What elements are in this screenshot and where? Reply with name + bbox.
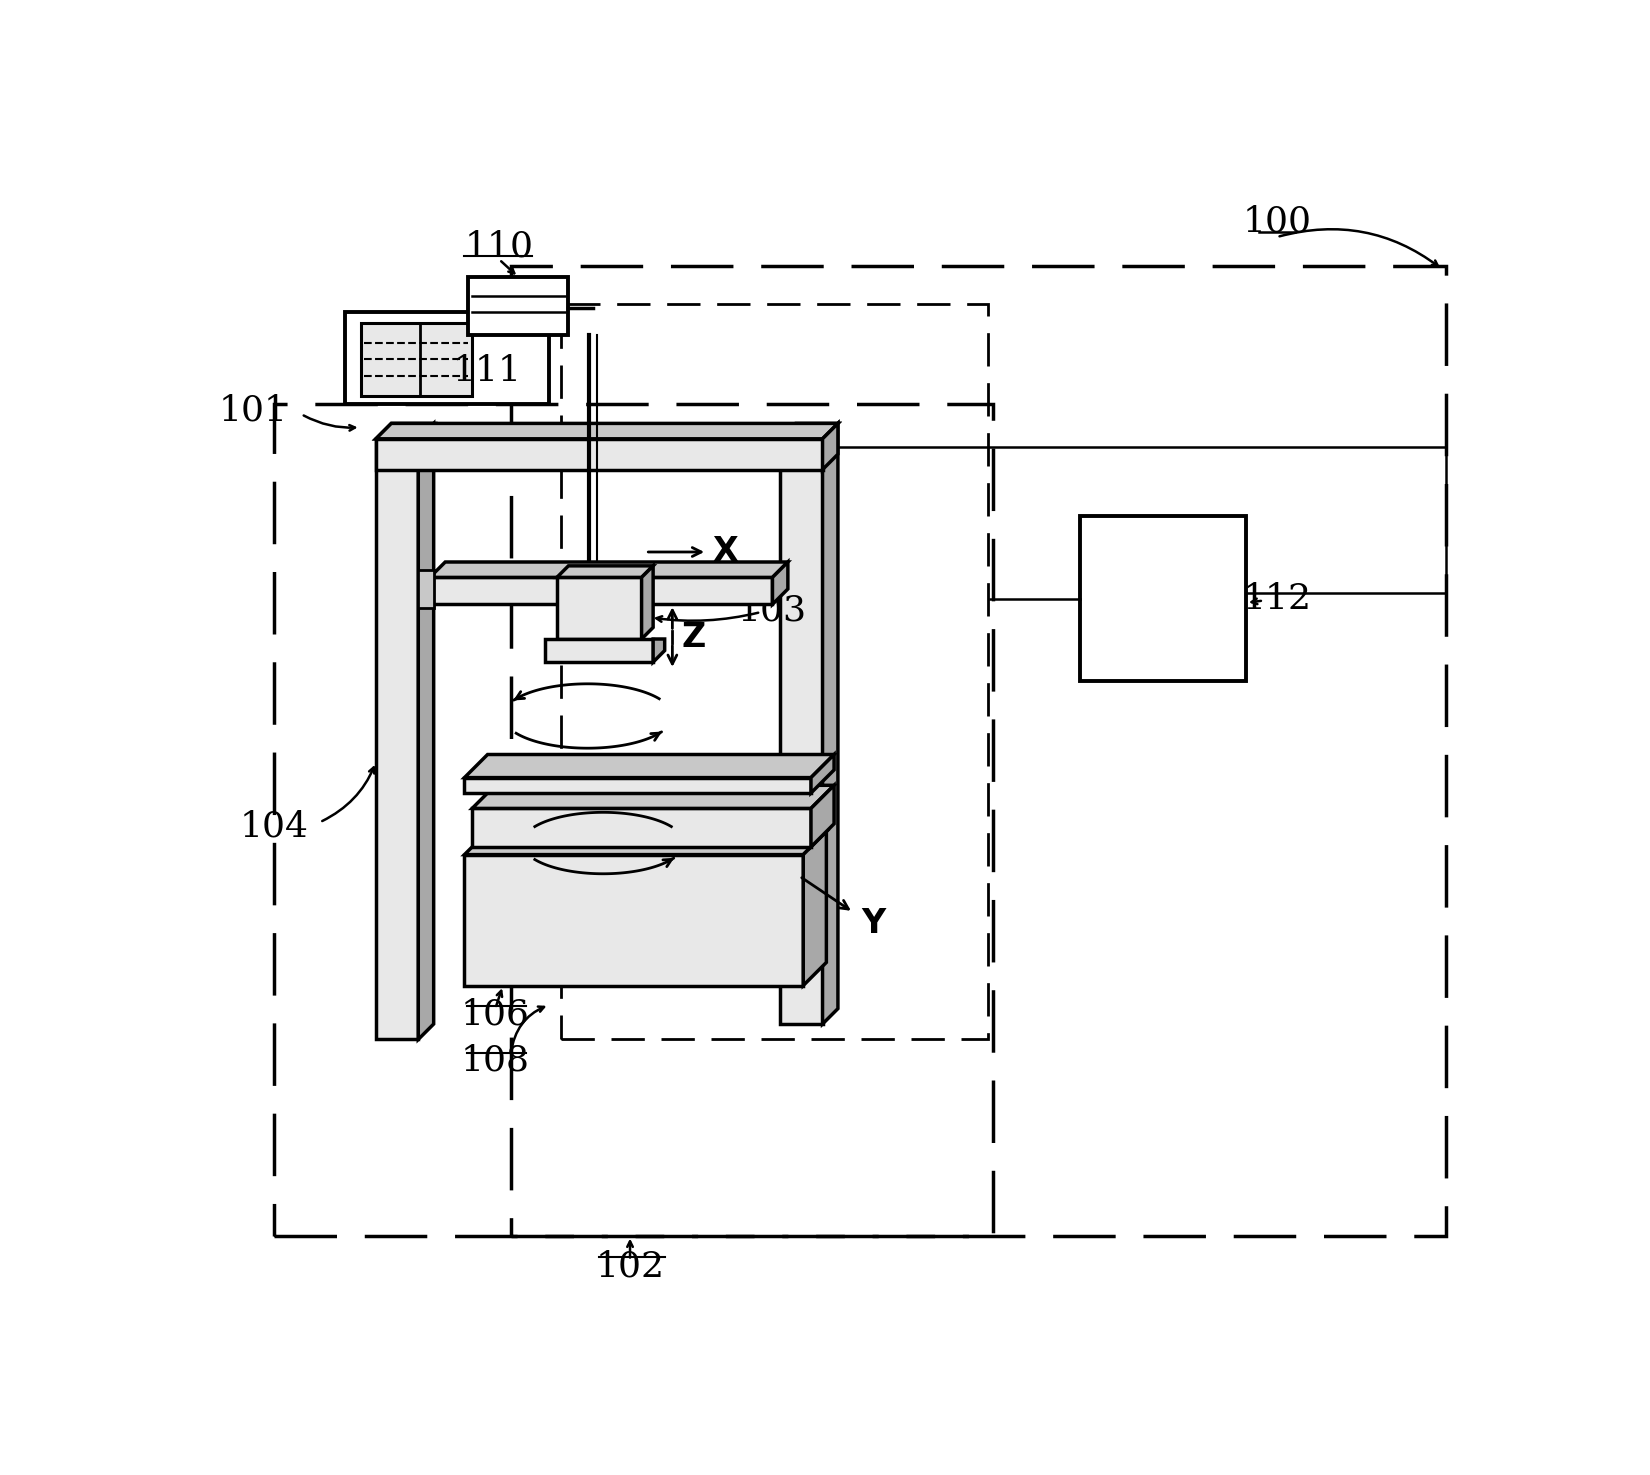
Polygon shape bbox=[558, 566, 653, 577]
Text: 100: 100 bbox=[1242, 205, 1312, 239]
Bar bbox=[1081, 516, 1246, 681]
Polygon shape bbox=[376, 423, 838, 438]
Polygon shape bbox=[465, 777, 812, 794]
Polygon shape bbox=[376, 423, 434, 438]
Text: 104: 104 bbox=[239, 810, 309, 844]
Polygon shape bbox=[376, 438, 822, 469]
Bar bbox=[561, 304, 988, 1040]
Polygon shape bbox=[465, 854, 804, 985]
Polygon shape bbox=[780, 423, 838, 438]
Text: 112: 112 bbox=[1242, 583, 1312, 617]
Polygon shape bbox=[465, 755, 835, 777]
Bar bbox=[345, 311, 549, 404]
Polygon shape bbox=[419, 569, 434, 608]
Text: 106: 106 bbox=[460, 997, 530, 1031]
Polygon shape bbox=[812, 755, 835, 794]
Polygon shape bbox=[812, 785, 835, 847]
Polygon shape bbox=[642, 566, 653, 639]
Polygon shape bbox=[419, 423, 434, 1040]
Polygon shape bbox=[804, 832, 827, 985]
Bar bbox=[360, 323, 472, 397]
Polygon shape bbox=[653, 639, 665, 662]
Polygon shape bbox=[780, 438, 822, 1024]
Text: 110: 110 bbox=[465, 229, 533, 264]
Text: Y: Y bbox=[861, 907, 886, 941]
Text: X: X bbox=[713, 535, 738, 568]
Polygon shape bbox=[376, 438, 419, 1040]
Text: 101: 101 bbox=[218, 394, 287, 428]
Polygon shape bbox=[429, 562, 789, 577]
Polygon shape bbox=[465, 832, 827, 854]
Polygon shape bbox=[472, 808, 812, 847]
Polygon shape bbox=[558, 577, 642, 639]
Text: Z: Z bbox=[681, 621, 706, 653]
Bar bbox=[274, 404, 993, 1236]
Text: 103: 103 bbox=[738, 593, 807, 627]
Polygon shape bbox=[822, 423, 838, 1024]
Polygon shape bbox=[429, 577, 772, 605]
Text: 108: 108 bbox=[460, 1044, 530, 1078]
Polygon shape bbox=[772, 562, 789, 605]
Bar bbox=[469, 277, 568, 335]
Text: 111: 111 bbox=[454, 354, 521, 388]
Text: 102: 102 bbox=[596, 1249, 665, 1283]
Polygon shape bbox=[544, 639, 653, 662]
Polygon shape bbox=[472, 785, 835, 808]
Polygon shape bbox=[822, 423, 838, 469]
Bar bbox=[512, 266, 1445, 1236]
